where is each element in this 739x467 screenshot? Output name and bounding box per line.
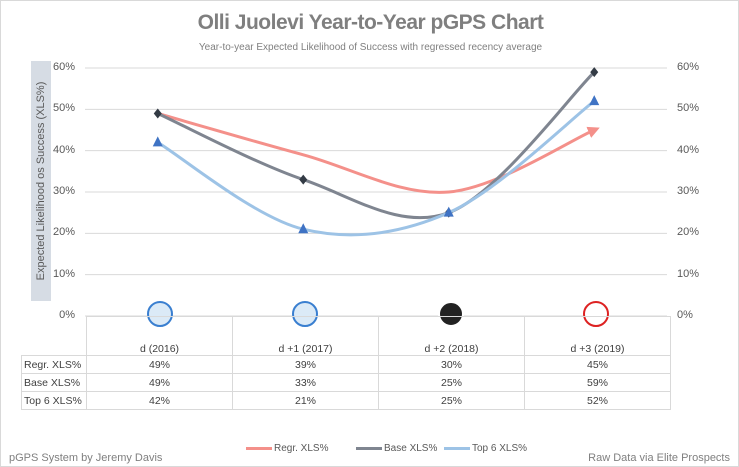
data-label: 45% bbox=[524, 355, 671, 374]
series-line-2 bbox=[156, 99, 596, 237]
table-row: Base XLS% 49% 33% 25% 59% bbox=[21, 373, 671, 392]
x-category-label: d +2 (2018) bbox=[378, 316, 525, 356]
data-point-triangle bbox=[152, 136, 163, 147]
x-category-label: d (2016) bbox=[86, 316, 233, 356]
y-tick-left: 30% bbox=[52, 185, 75, 197]
series-label: Regr. XLS% bbox=[21, 355, 87, 374]
data-point-diamond bbox=[299, 174, 308, 185]
y-tick-right: 40% bbox=[677, 143, 700, 156]
data-point-triangle bbox=[443, 206, 454, 217]
data-label: 49% bbox=[86, 373, 233, 392]
legend-label: Regr. XLS% bbox=[274, 443, 329, 454]
legend-swatch-icon bbox=[356, 446, 382, 450]
y-axis-label: Expected Likelihood os Success (XLS%) bbox=[31, 61, 51, 301]
data-label: 49% bbox=[86, 355, 233, 374]
data-label: 59% bbox=[524, 373, 671, 392]
data-point-diamond bbox=[590, 67, 599, 78]
footer-credit: pGPS System by Jeremy Davis bbox=[9, 452, 163, 464]
series-label: Top 6 XLS% bbox=[21, 391, 87, 410]
data-label: 25% bbox=[378, 373, 525, 392]
y-tick-right: 60% bbox=[677, 61, 700, 73]
x-category-label: d +1 (2017) bbox=[232, 316, 379, 356]
x-category-label: d +3 (2019) bbox=[524, 316, 671, 356]
legend-swatch-icon bbox=[444, 446, 470, 450]
data-label: 25% bbox=[378, 391, 525, 410]
series-label: Base XLS% bbox=[21, 373, 87, 392]
y-tick-right: 10% bbox=[677, 267, 700, 280]
legend-item: Regr. XLS% bbox=[246, 443, 328, 454]
y-tick-left: 40% bbox=[52, 143, 75, 156]
legend-swatch-icon bbox=[246, 446, 272, 450]
y-tick-left: 50% bbox=[52, 102, 75, 115]
legend-label: Top 6 XLS% bbox=[472, 443, 528, 454]
table-row: Regr. XLS% 49% 39% 30% 45% bbox=[21, 355, 671, 374]
chart-subtitle: Year-to-year Expected Likelihood of Succ… bbox=[198, 42, 543, 53]
chart-title: Olli Juolevi Year-to-Year pGPS Chart bbox=[197, 11, 544, 34]
data-label: 30% bbox=[378, 355, 525, 374]
series-line-0 bbox=[157, 112, 600, 194]
y-tick-right: 20% bbox=[677, 226, 700, 239]
data-point-triangle bbox=[298, 223, 309, 234]
table-corner bbox=[21, 316, 87, 356]
data-label: 33% bbox=[232, 373, 379, 392]
y-tick-left: 20% bbox=[52, 226, 75, 239]
y-tick-left: 60% bbox=[52, 61, 75, 73]
legend-item: Base XLS% bbox=[356, 443, 437, 454]
y-tick-left: 10% bbox=[52, 267, 75, 280]
y-tick-right: 50% bbox=[677, 102, 700, 115]
data-label: 42% bbox=[86, 391, 233, 410]
y-tick-right: 0% bbox=[677, 309, 693, 321]
data-point-diamond bbox=[153, 108, 162, 119]
legend-item: Top 6 XLS% bbox=[444, 443, 527, 454]
data-label: 52% bbox=[524, 391, 671, 410]
data-table: d (2016) d +1 (2017) d +2 (2018) d +3 (2019… bbox=[21, 316, 671, 410]
y-tick-right: 30% bbox=[677, 185, 700, 197]
series-line-1 bbox=[157, 71, 596, 220]
data-point-triangle bbox=[589, 95, 600, 106]
data-label: 39% bbox=[232, 355, 379, 374]
data-label: 21% bbox=[232, 391, 379, 410]
legend-label: Base XLS% bbox=[384, 443, 438, 454]
footer-source: Raw Data via Elite Prospects bbox=[588, 452, 730, 464]
table-row: Top 6 XLS% 42% 21% 25% 52% bbox=[21, 391, 671, 410]
